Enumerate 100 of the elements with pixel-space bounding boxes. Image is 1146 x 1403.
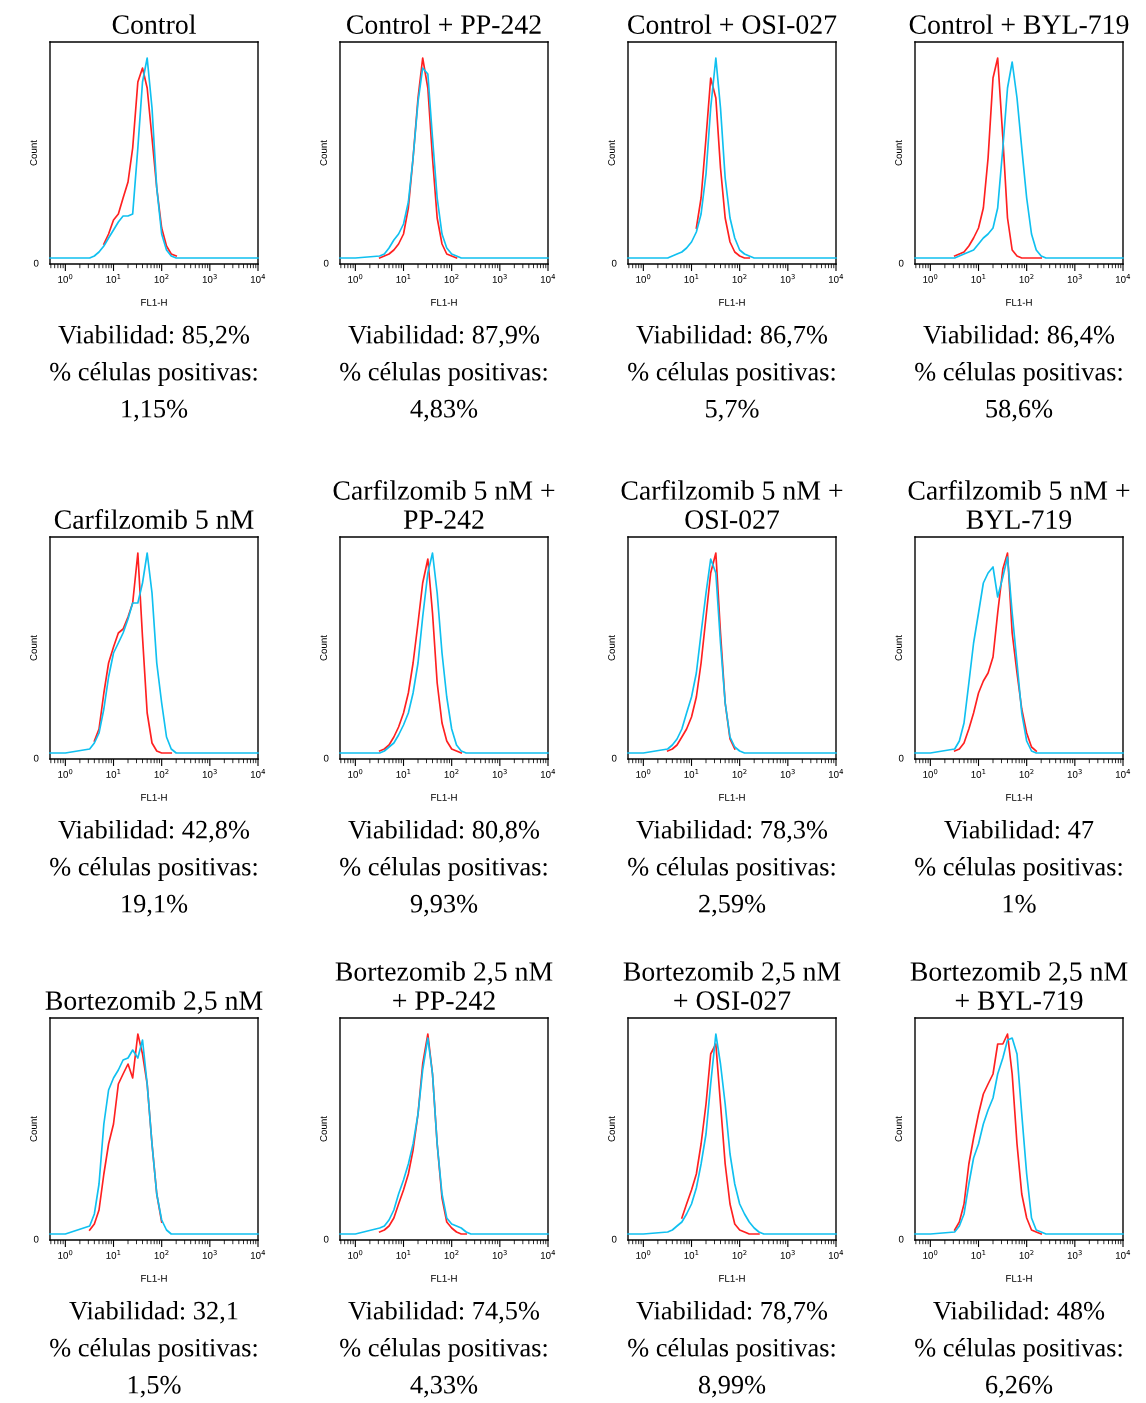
text: Viabilidad: 47	[944, 820, 1094, 839]
x-axis-title: FL1-H	[1006, 1275, 1032, 1282]
x-tick-label: 10$^{3}$	[492, 1250, 507, 1259]
x-tick-label: 10$^{0}$	[348, 274, 363, 283]
y-axis-title: Count	[320, 140, 327, 166]
text: 0	[323, 754, 329, 762]
x-tick-label: 10$^{0}$	[923, 1250, 938, 1259]
chart-title: Bortezomib 2,5 nM	[45, 990, 263, 1014]
x-tick-label: 10$^{1}$	[396, 769, 411, 778]
y-axis-title: Count	[30, 140, 37, 166]
y-axis-title: Count	[608, 1116, 615, 1142]
text: 0	[898, 259, 904, 267]
text: 0	[33, 754, 39, 762]
x-tick-label: 10$^{0}$	[58, 769, 73, 778]
x-tick-label: 10$^{0}$	[636, 769, 651, 778]
chart-title: Control + BYL-719	[909, 14, 1129, 34]
x-tick-label: 10$^{1}$	[971, 1250, 986, 1259]
text: 19,1%	[122, 894, 188, 917]
text: 1%	[1003, 894, 1036, 913]
x-tick-label: 10$^{3}$	[492, 274, 507, 283]
x-tick-label: 10$^{0}$	[923, 274, 938, 283]
text: 0	[33, 1235, 39, 1243]
text: 2,59%	[699, 894, 766, 917]
x-axis-title: FL1-H	[719, 1275, 745, 1282]
text: % células positivas:	[340, 362, 547, 386]
text: Viabilidad: 32,1	[69, 1301, 238, 1324]
x-tick-label: 10$^{1}$	[684, 769, 699, 778]
chart-title: Control + PP-242	[347, 14, 541, 34]
text: Viabilidad: 87,9%	[348, 325, 540, 348]
text: % células positivas:	[340, 857, 547, 881]
chart-title: Control + OSI-027	[628, 14, 837, 34]
y-axis-title: Count	[895, 635, 902, 661]
x-tick-label: 10$^{1}$	[684, 1250, 699, 1259]
x-tick-label: 10$^{2}$	[444, 1250, 459, 1259]
chart-title: Carfilzomib 5 nM + OSI-027	[621, 480, 843, 529]
y-axis-title: Count	[30, 635, 37, 661]
x-tick-label: 10$^{4}$	[1115, 1250, 1131, 1259]
text: % células positivas:	[50, 1338, 257, 1362]
x-tick-label: 10$^{0}$	[636, 274, 651, 283]
text: 9,93%	[410, 894, 478, 917]
text: Viabilidad: 74,5%	[348, 1301, 540, 1324]
x-tick-label: 10$^{1}$	[106, 274, 121, 283]
x-tick-label: 10$^{4}$	[250, 274, 266, 283]
chart-title: Bortezomib 2,5 nM + OSI-027	[623, 961, 841, 1010]
text: 0	[33, 259, 39, 267]
x-tick-label: 10$^{0}$	[923, 769, 938, 778]
y-axis-title: Count	[895, 140, 902, 166]
x-tick-label: 10$^{3}$	[202, 1250, 217, 1259]
x-tick-label: 10$^{4}$	[540, 1250, 556, 1259]
y-axis-title: Count	[608, 140, 615, 166]
x-tick-label: 10$^{2}$	[444, 274, 459, 283]
text: % células positivas:	[628, 362, 835, 386]
text: 6,26%	[986, 1375, 1053, 1398]
chart-title: Bortezomib 2,5 nM + PP-242	[335, 961, 553, 1010]
x-tick-label: 10$^{4}$	[250, 769, 266, 778]
text: % células positivas:	[915, 857, 1122, 881]
text: 4,33%	[410, 1375, 478, 1398]
text: Viabilidad: 80,8%	[348, 820, 540, 843]
text: 5,7%	[706, 399, 759, 422]
x-axis-title: FL1-H	[141, 299, 167, 306]
x-axis-title: FL1-H	[141, 1275, 167, 1282]
chart-title: Carfilzomib 5 nM + BYL-719	[908, 480, 1130, 529]
x-tick-label: 10$^{0}$	[348, 769, 363, 778]
x-tick-label: 10$^{4}$	[250, 1250, 266, 1259]
x-axis-title: FL1-H	[141, 794, 167, 801]
x-tick-label: 10$^{0}$	[348, 1250, 363, 1259]
text: Viabilidad: 85,2%	[58, 325, 250, 348]
x-tick-label: 10$^{2}$	[154, 1250, 169, 1259]
x-tick-label: 10$^{4}$	[540, 769, 556, 778]
chart-title: Carfilzomib 5 nM + PP-242	[333, 480, 555, 529]
y-axis-title: Count	[30, 1116, 37, 1142]
x-tick-label: 10$^{1}$	[684, 274, 699, 283]
text: 58,6%	[986, 399, 1053, 422]
text: 8,99%	[698, 1375, 766, 1398]
text: 0	[611, 259, 617, 267]
text: Viabilidad: 78,7%	[636, 1301, 828, 1324]
x-tick-label: 10$^{0}$	[636, 1250, 651, 1259]
x-tick-label: 10$^{1}$	[396, 274, 411, 283]
x-axis-title: FL1-H	[719, 794, 745, 801]
x-axis-title: FL1-H	[431, 794, 457, 801]
x-tick-label: 10$^{2}$	[444, 769, 459, 778]
x-tick-label: 10$^{3}$	[492, 769, 507, 778]
y-axis-title: Count	[320, 635, 327, 661]
x-tick-label: 10$^{2}$	[732, 769, 747, 778]
x-tick-label: 10$^{1}$	[106, 1250, 121, 1259]
x-tick-label: 10$^{4}$	[828, 1250, 844, 1259]
text: % células positivas:	[915, 1338, 1122, 1362]
text: % células positivas:	[915, 362, 1122, 386]
text: Viabilidad: 42,8%	[58, 820, 250, 843]
text: % células positivas:	[628, 1338, 835, 1362]
text: 0	[898, 1235, 904, 1243]
x-tick-label: 10$^{3}$	[780, 769, 795, 778]
text: 0	[323, 259, 329, 267]
x-tick-label: 10$^{0}$	[58, 274, 73, 283]
x-axis-title: FL1-H	[431, 1275, 457, 1282]
y-axis-title: Count	[895, 1116, 902, 1142]
text: % células positivas:	[50, 857, 257, 881]
x-tick-label: 10$^{4}$	[828, 274, 844, 283]
x-tick-label: 10$^{3}$	[202, 274, 217, 283]
x-tick-label: 10$^{4}$	[828, 769, 844, 778]
